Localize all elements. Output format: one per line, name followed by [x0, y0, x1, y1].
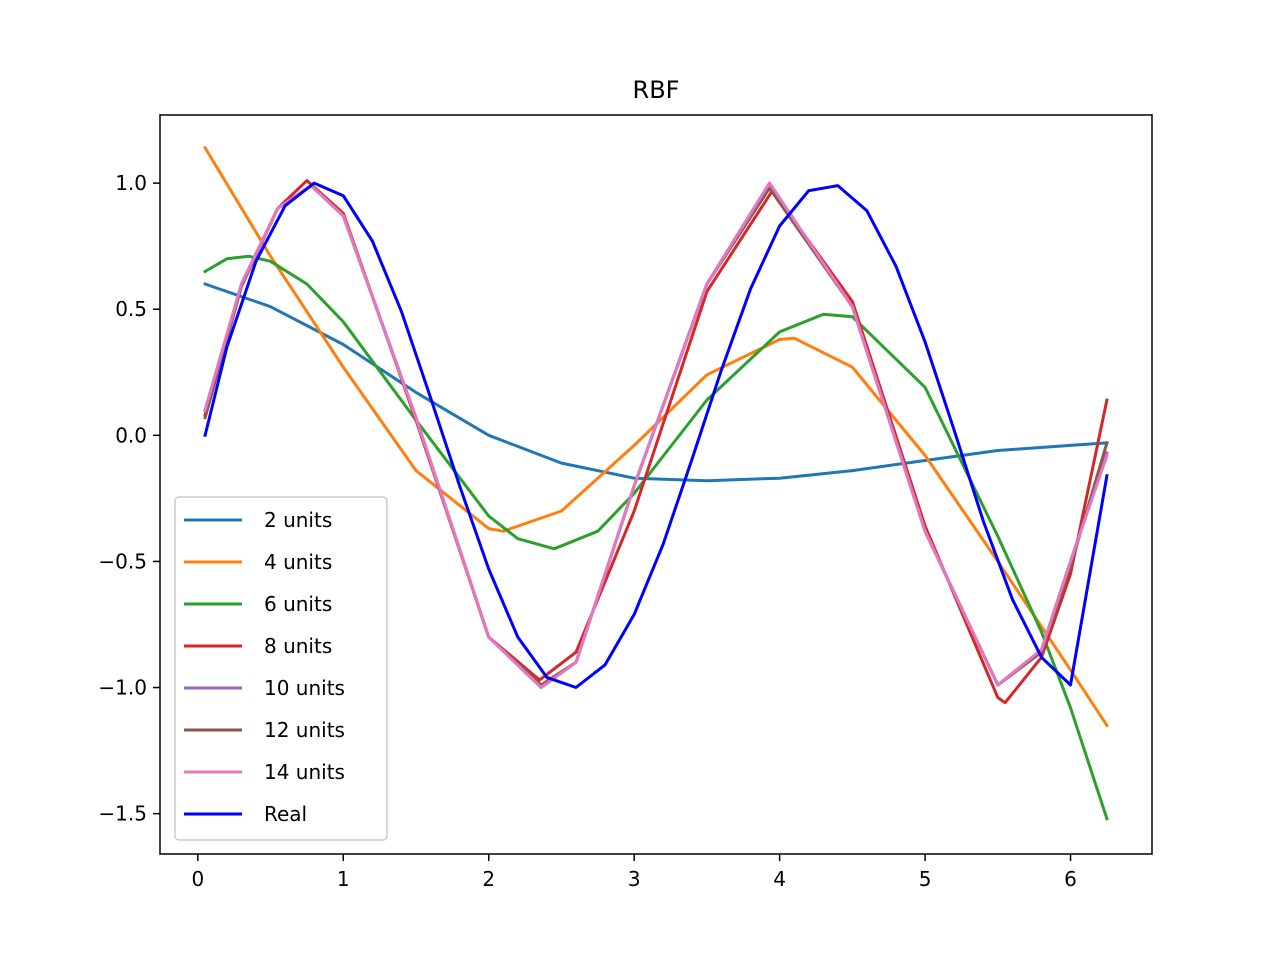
- series-line-0: [203, 282, 1109, 483]
- series-layer: [203, 145, 1109, 821]
- x-tick-label: 6: [1064, 867, 1077, 891]
- x-tick-label: 5: [919, 867, 932, 891]
- y-tick-label: −1.5: [98, 802, 147, 826]
- x-tick-label: 4: [773, 867, 786, 891]
- y-tick-label: −1.0: [98, 676, 147, 700]
- plot-frame: [159, 114, 1153, 855]
- legend-label: 12 units: [264, 718, 345, 742]
- y-tick-label: 0.5: [115, 297, 147, 321]
- x-tick-label: 1: [337, 867, 350, 891]
- legend-label: 14 units: [264, 760, 345, 784]
- series-line-1: [203, 145, 1109, 728]
- legend-label: 2 units: [264, 508, 332, 532]
- legend-box: [174, 496, 388, 841]
- legend-label: 4 units: [264, 550, 332, 574]
- series-line-3: [203, 179, 1109, 705]
- y-tick-label: 1.0: [115, 171, 147, 195]
- legend-label: 10 units: [264, 676, 345, 700]
- x-tick-label: 3: [628, 867, 641, 891]
- legend-label: Real: [264, 802, 307, 826]
- x-tick-label: 0: [191, 867, 204, 891]
- legend-label: 8 units: [264, 634, 332, 658]
- x-axis: 0 1 2 3 4 5 6: [191, 854, 1077, 891]
- y-axis: −1.5 −1.0 −0.5 0.0 0.5 1.0: [98, 171, 160, 826]
- y-tick-label: 0.0: [115, 423, 147, 447]
- series-line-7: [203, 181, 1109, 689]
- chart-title: RBF: [633, 76, 680, 104]
- y-tick-label: −0.5: [98, 549, 147, 573]
- legend: 2 units 4 units 6 units 8 units 10 units 12 u…: [174, 496, 388, 841]
- legend-label: 6 units: [264, 592, 332, 616]
- x-tick-label: 2: [482, 867, 495, 891]
